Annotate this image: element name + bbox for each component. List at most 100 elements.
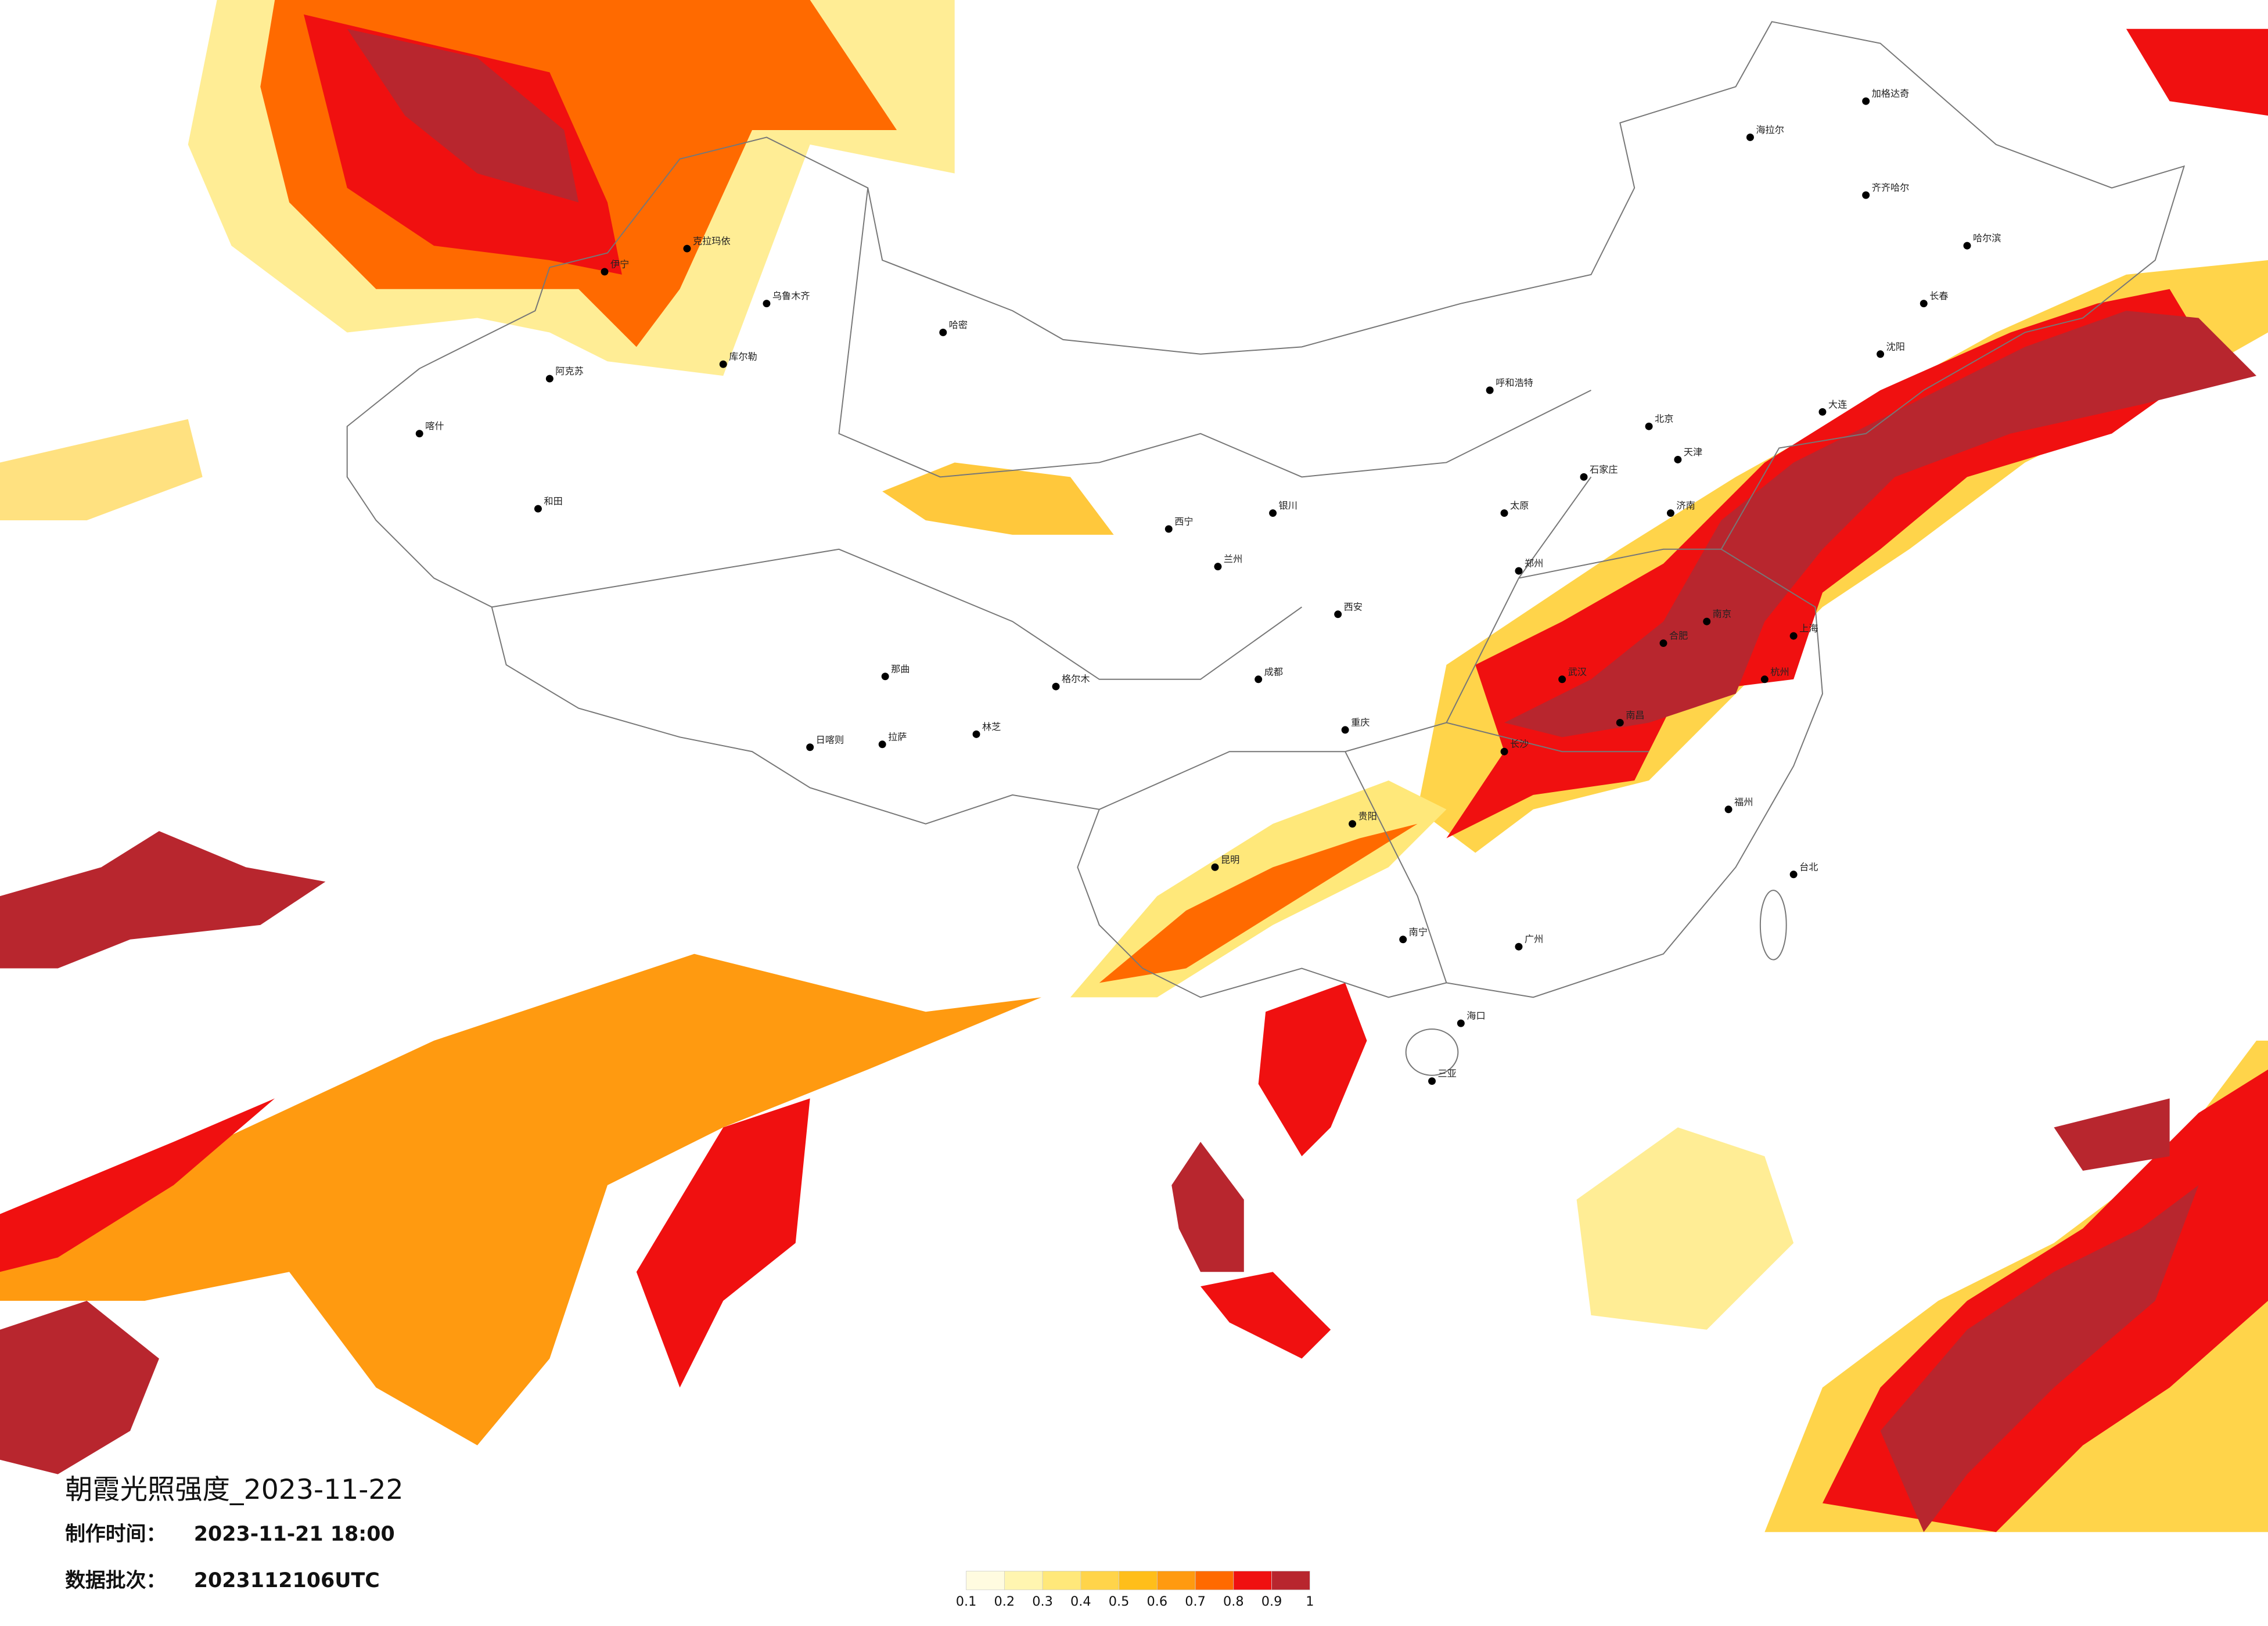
city-dot (1500, 509, 1508, 517)
city-dot (1703, 617, 1711, 625)
city-label: 合肥 (1669, 630, 1688, 641)
legend-swatch (1042, 1571, 1081, 1591)
city-label: 海口 (1467, 1010, 1485, 1021)
city-label: 大连 (1828, 399, 1847, 410)
legend-label: 0.9 (1261, 1594, 1282, 1609)
legend-label: 0.5 (1109, 1594, 1130, 1609)
city-label: 郑州 (1525, 558, 1543, 569)
city-label: 克拉玛依 (693, 236, 731, 247)
city-dot (1399, 936, 1407, 944)
city-dot (1052, 682, 1060, 690)
legend-label: 1 (1306, 1594, 1314, 1609)
city-label: 海拉尔 (1756, 124, 1784, 135)
legend-swatch (1156, 1571, 1196, 1591)
city-dot (1877, 350, 1885, 358)
city-label: 南京 (1713, 609, 1731, 620)
city-label: 北京 (1655, 413, 1673, 425)
city-dot (1255, 675, 1263, 684)
city-dot (1580, 473, 1588, 481)
city-label: 林芝 (982, 721, 1001, 732)
legend-label: 0.1 (956, 1594, 977, 1609)
city-label: 武汉 (1568, 666, 1587, 677)
city-label: 广州 (1525, 934, 1543, 945)
legend-swatch (1195, 1571, 1234, 1591)
city-label: 长沙 (1510, 739, 1529, 750)
city-dot (1558, 675, 1566, 684)
city-dot (1164, 525, 1173, 533)
city-dot (1457, 1019, 1465, 1027)
city-label: 杭州 (1770, 666, 1789, 677)
city-dot (545, 375, 553, 383)
city-label: 库尔勒 (729, 351, 757, 362)
city-dot (1515, 567, 1523, 575)
city-dot (1214, 563, 1222, 571)
city-label: 成都 (1264, 666, 1283, 677)
legend-swatch (1271, 1571, 1310, 1591)
city-label: 格尔木 (1062, 674, 1090, 685)
city-dot (878, 740, 886, 749)
city-dot (1341, 726, 1349, 734)
made-time-label: 制作时间： (65, 1523, 166, 1546)
legend-label: 0.7 (1185, 1594, 1206, 1609)
city-label: 银川 (1279, 500, 1297, 511)
legend-swatch (1233, 1571, 1272, 1591)
city-dot (1269, 509, 1277, 517)
city-dot (1920, 300, 1928, 308)
legend-swatch (1080, 1571, 1119, 1591)
city-dot (1211, 863, 1219, 871)
city-dot (1500, 747, 1508, 756)
city-dot (881, 672, 889, 681)
city-dot (1746, 133, 1754, 141)
city-dot (939, 328, 947, 336)
city-label: 和田 (544, 496, 562, 507)
city-label: 南昌 (1626, 710, 1644, 721)
intensity-field (0, 0, 2268, 1533)
city-label: 天津 (1684, 447, 1702, 458)
city-dot (1674, 455, 1682, 463)
city-dot (972, 730, 980, 738)
city-dot (1760, 675, 1769, 684)
city-dot (1963, 242, 1971, 250)
city-dot (1486, 386, 1494, 394)
city-dot (1862, 191, 1870, 199)
legend-label: 0.8 (1223, 1594, 1244, 1609)
city-label: 太原 (1510, 500, 1529, 511)
legend-label: 0.6 (1147, 1594, 1168, 1609)
legend-swatch (1119, 1571, 1158, 1591)
legend-label: 0.3 (1032, 1594, 1053, 1609)
city-label: 贵阳 (1358, 811, 1377, 822)
province-lines (491, 188, 1721, 983)
city-label: 石家庄 (1590, 464, 1618, 475)
city-label: 上海 (1799, 623, 1818, 634)
city-dot (1724, 805, 1733, 814)
city-label: 乌鲁木齐 (772, 290, 810, 301)
legend-swatch (1004, 1571, 1043, 1591)
taiwan (1759, 890, 1787, 961)
city-label: 呼和浩特 (1496, 377, 1533, 388)
city-label: 喀什 (425, 420, 444, 431)
city-label: 哈尔滨 (1973, 233, 2001, 244)
city-label: 西宁 (1174, 516, 1193, 527)
city-label: 三亚 (1437, 1068, 1456, 1079)
city-dot (683, 244, 691, 253)
city-label: 济南 (1676, 500, 1695, 511)
city-dot (806, 743, 814, 751)
city-dot (1789, 632, 1798, 640)
hainan (1405, 1028, 1459, 1076)
made-time-value: 2023-11-21 18:00 (194, 1523, 395, 1546)
legend-label: 0.2 (994, 1594, 1015, 1609)
city-dot (1659, 639, 1667, 647)
city-dot (1666, 509, 1674, 517)
legend: 0.1 0.2 0.3 0.4 0.5 0.6 0.7 0.8 0.9 1 (956, 1571, 1314, 1609)
legend-label: 0.4 (1070, 1594, 1091, 1609)
city-label: 日喀则 (816, 734, 844, 745)
city-label: 加格达奇 (1872, 88, 1910, 99)
legend-swatch (966, 1571, 1005, 1591)
city-dot (1616, 718, 1624, 726)
city-dot (1349, 820, 1357, 828)
city-label: 台北 (1799, 861, 1818, 872)
city-label: 拉萨 (888, 731, 907, 742)
city-dot (1645, 422, 1653, 430)
city-dot (415, 430, 423, 438)
